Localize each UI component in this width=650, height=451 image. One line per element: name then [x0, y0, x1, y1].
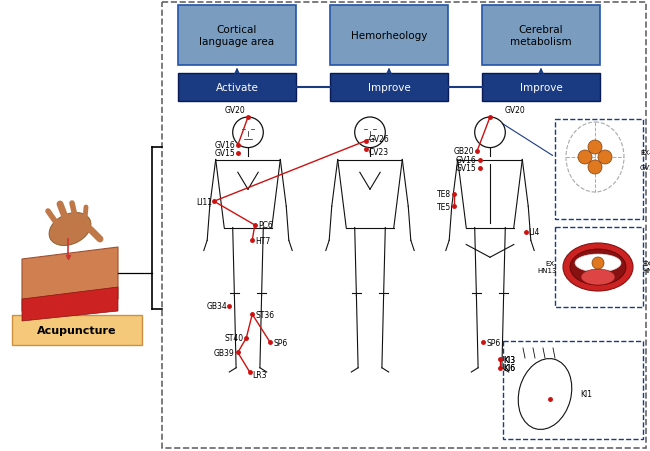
Text: GV15: GV15	[456, 164, 477, 173]
Text: Activate: Activate	[216, 83, 259, 93]
Text: KI1: KI1	[580, 390, 592, 399]
Text: GB34: GB34	[207, 302, 228, 310]
Text: Hemorheology: Hemorheology	[351, 31, 427, 41]
Text: GB39: GB39	[214, 348, 235, 357]
Ellipse shape	[581, 269, 615, 285]
Circle shape	[598, 151, 612, 165]
Bar	[555, 227, 643, 307]
Text: TE8: TE8	[437, 189, 451, 198]
Text: CV23: CV23	[369, 147, 389, 156]
Text: KI6: KI6	[503, 364, 515, 373]
Circle shape	[592, 258, 604, 269]
Text: TE5: TE5	[437, 202, 451, 211]
Text: LR3: LR3	[253, 371, 267, 380]
Text: EX-
HN12: EX- HN12	[642, 261, 650, 274]
Bar	[482, 74, 600, 102]
Circle shape	[588, 141, 602, 155]
Circle shape	[588, 161, 602, 175]
Text: ST36: ST36	[255, 310, 274, 319]
Bar	[12, 315, 142, 345]
Bar	[330, 6, 448, 66]
Text: GV20: GV20	[505, 106, 526, 115]
Text: GV26: GV26	[369, 135, 389, 144]
Ellipse shape	[570, 249, 626, 285]
Text: LI11: LI11	[196, 198, 212, 206]
Polygon shape	[22, 287, 118, 321]
Text: GB20: GB20	[454, 147, 474, 156]
Circle shape	[578, 151, 592, 165]
Text: GV16: GV16	[214, 141, 235, 150]
Bar	[555, 120, 643, 220]
Text: KI6: KI6	[503, 364, 515, 373]
Bar	[162, 3, 646, 448]
Bar	[178, 6, 296, 66]
Ellipse shape	[575, 254, 621, 272]
Text: EX-HN1: EX-HN1	[640, 150, 650, 156]
Bar	[330, 74, 448, 102]
Text: GV15: GV15	[214, 149, 235, 158]
Text: ST40: ST40	[224, 334, 243, 343]
Polygon shape	[22, 248, 118, 311]
Text: Cerebral
metabolism: Cerebral metabolism	[510, 25, 572, 47]
Text: Improve: Improve	[519, 83, 562, 93]
Text: GV16: GV16	[456, 156, 477, 165]
Text: PC6: PC6	[258, 221, 272, 230]
Text: Acupuncture: Acupuncture	[37, 325, 117, 335]
Ellipse shape	[563, 244, 633, 291]
Text: HT7: HT7	[255, 236, 270, 245]
Text: SP6: SP6	[273, 338, 287, 347]
Text: Cortical
language area: Cortical language area	[200, 25, 274, 47]
Text: EX-
HN13: EX- HN13	[538, 261, 557, 274]
Text: SP6: SP6	[486, 338, 500, 347]
Bar	[482, 6, 600, 66]
Bar	[503, 341, 643, 439]
Text: KI3: KI3	[503, 355, 515, 364]
Text: KI3: KI3	[503, 355, 515, 364]
Text: Improve: Improve	[368, 83, 410, 93]
Text: GV20: GV20	[640, 165, 650, 170]
Ellipse shape	[49, 213, 91, 246]
Text: GV20: GV20	[224, 106, 245, 115]
Bar	[178, 74, 296, 102]
Text: LI4: LI4	[528, 228, 540, 237]
